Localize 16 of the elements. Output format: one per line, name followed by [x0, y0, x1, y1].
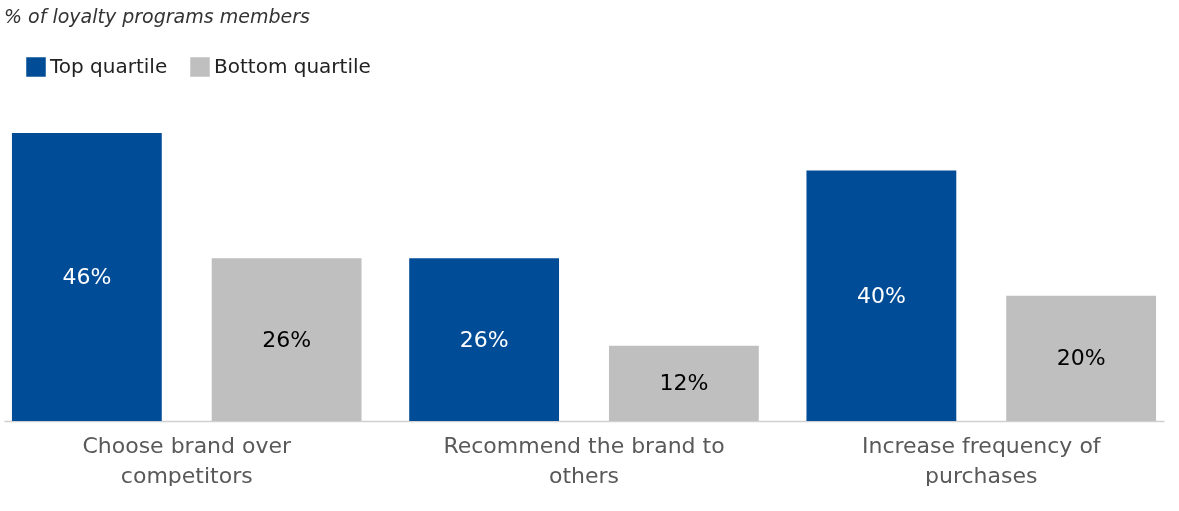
data-label: 40%	[856, 282, 906, 308]
legend-label: Top quartile	[49, 54, 168, 78]
data-label: 12%	[659, 370, 709, 396]
bar	[1006, 295, 1157, 421]
bar	[409, 258, 560, 421]
data-label: 46%	[62, 264, 112, 289]
legend-label: Bottom quartile	[214, 54, 371, 78]
data-label: 26%	[262, 326, 312, 352]
chart-title: % of loyalty programs members	[4, 5, 310, 27]
bar	[211, 258, 362, 421]
bar	[608, 345, 759, 421]
data-label: 20%	[1056, 345, 1106, 371]
x-tick-label: Recommend the brand to others	[443, 432, 725, 488]
bar	[806, 170, 957, 421]
data-label: 26%	[459, 326, 509, 352]
bar	[11, 133, 162, 421]
